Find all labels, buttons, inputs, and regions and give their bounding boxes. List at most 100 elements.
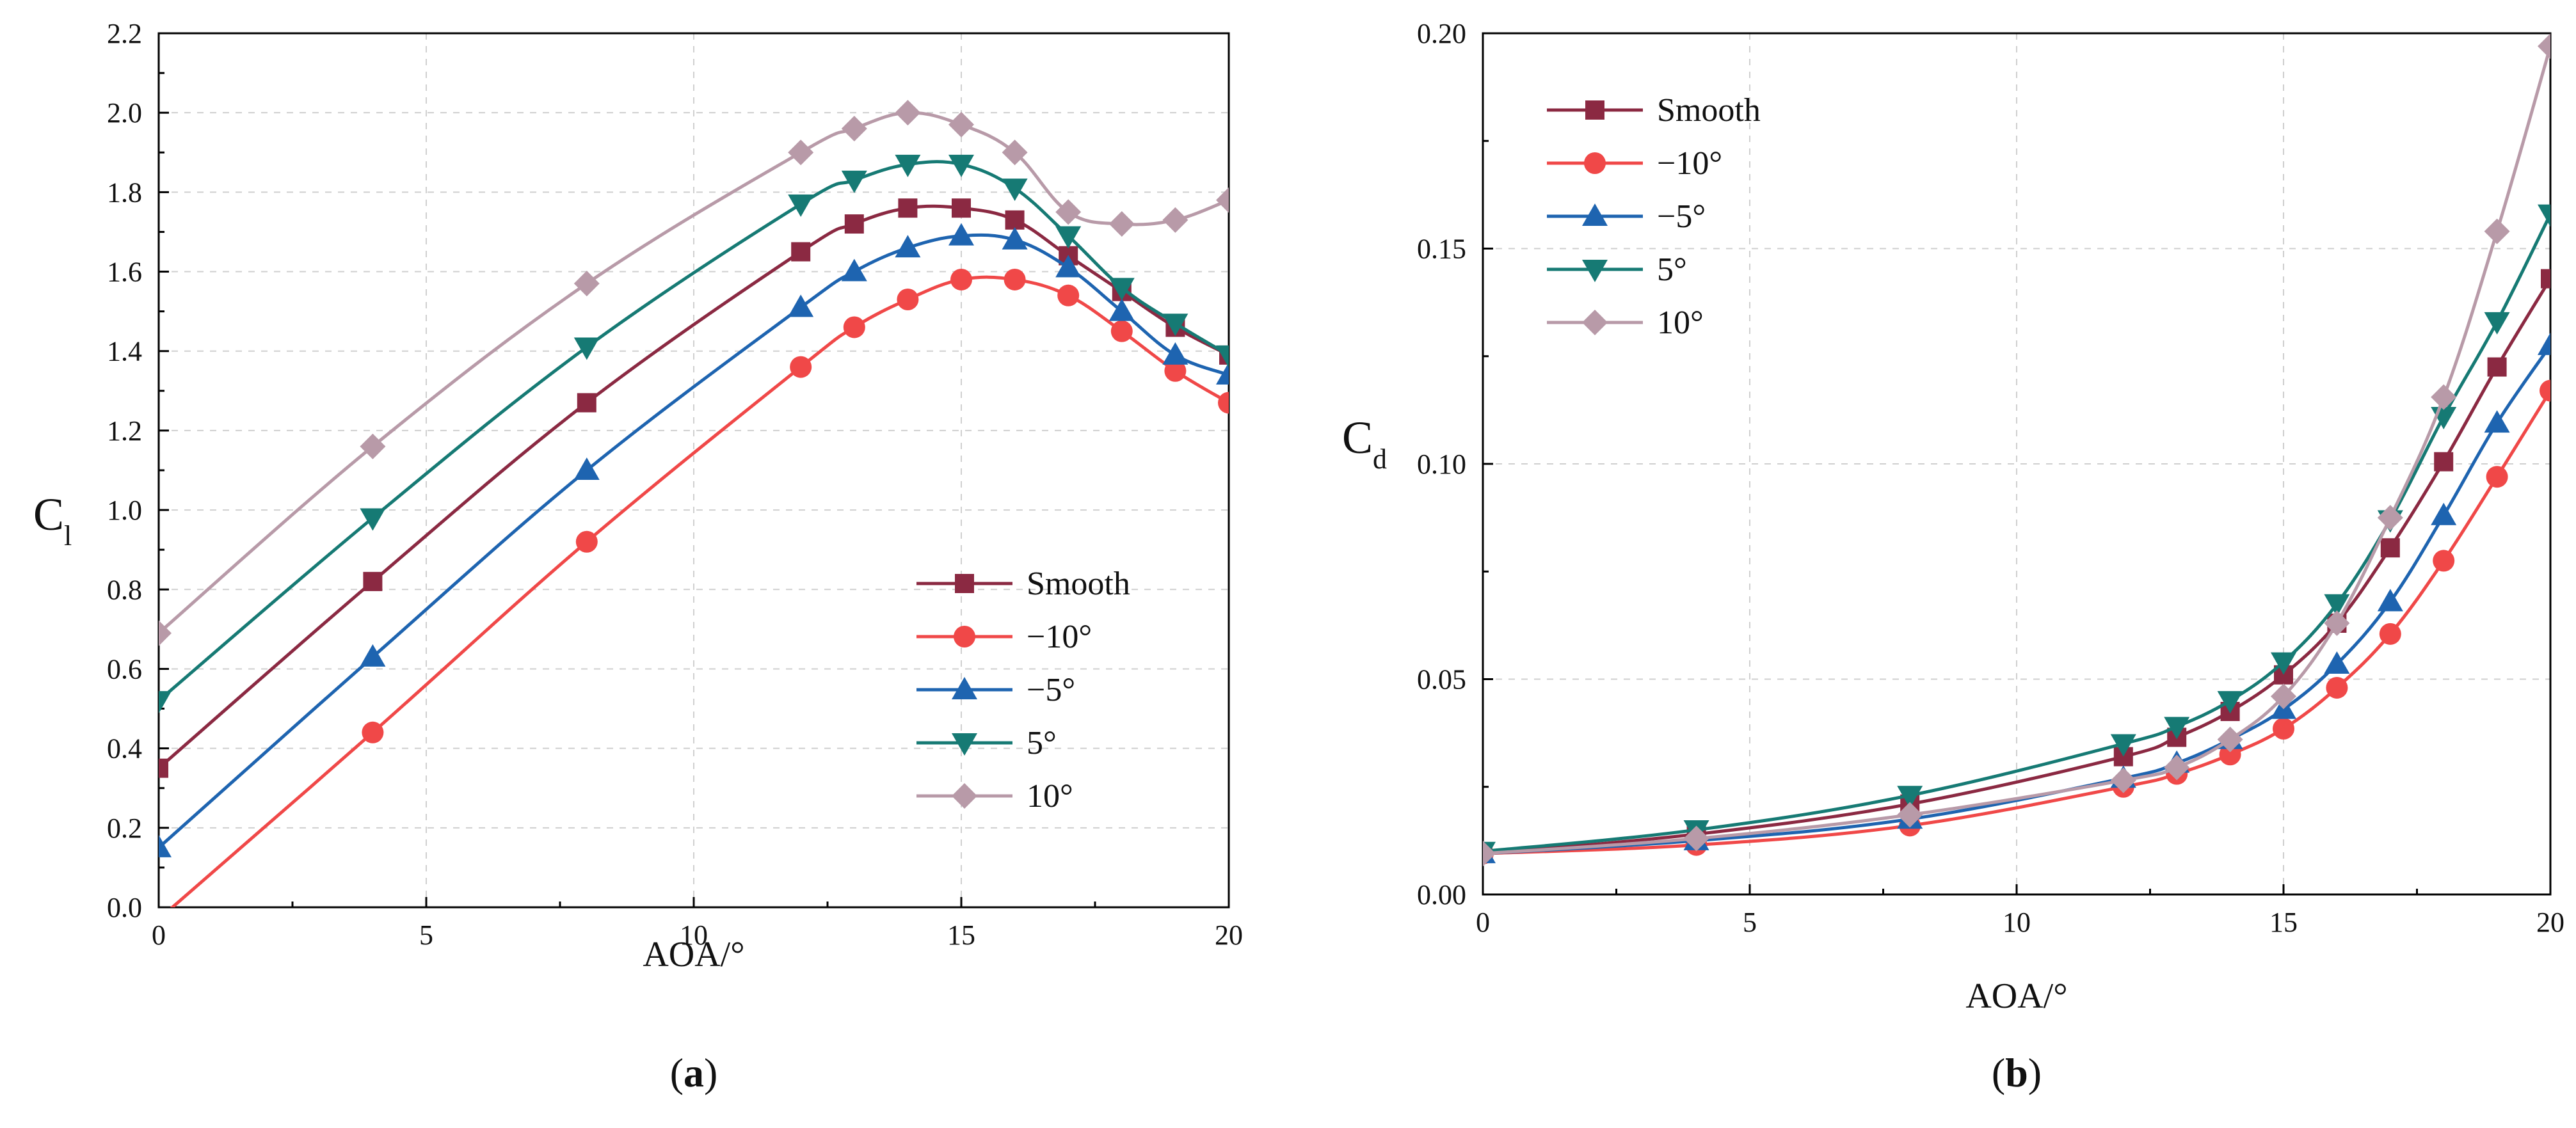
data-point <box>2484 312 2510 335</box>
data-point <box>2380 538 2400 558</box>
legend-marker <box>955 574 974 593</box>
data-point <box>159 691 172 714</box>
y-tick-label: 0.20 <box>1417 18 1466 49</box>
data-point <box>2434 452 2454 472</box>
data-point <box>1162 314 1188 337</box>
legend-marker <box>954 626 975 647</box>
x-tick-label: 20 <box>1215 919 1243 951</box>
data-point <box>1108 278 1135 301</box>
data-point <box>952 198 971 218</box>
legend-marker <box>1584 152 1606 174</box>
legend-label: 5° <box>1657 251 1687 288</box>
y-tick-label: 1.0 <box>107 495 142 526</box>
data-point <box>1002 226 1028 250</box>
y-tick-label: 0.15 <box>1417 234 1466 265</box>
y-tick-label: 0.6 <box>107 653 142 685</box>
series-line-p10 <box>1483 44 2550 855</box>
legend-label: −5° <box>1657 198 1706 235</box>
data-point <box>1216 187 1229 213</box>
data-point <box>1108 211 1135 237</box>
data-point <box>1005 210 1025 230</box>
data-point <box>2538 204 2550 227</box>
data-point <box>1002 179 1028 202</box>
legend-label: 5° <box>1027 725 1057 761</box>
y-tick-label: 1.2 <box>107 415 142 447</box>
legend-label: −5° <box>1027 672 1075 708</box>
legend-marker <box>952 733 977 756</box>
data-point <box>2484 410 2510 433</box>
data-point <box>2484 218 2510 244</box>
y-tick-label: 0.05 <box>1417 664 1466 695</box>
data-point <box>2326 676 2348 699</box>
data-point <box>1216 361 1229 385</box>
data-point <box>1216 345 1229 368</box>
data-point <box>362 721 384 743</box>
panel-letter: a <box>684 1050 704 1095</box>
data-point <box>159 758 168 778</box>
data-point <box>2431 502 2457 525</box>
series-m10 <box>170 268 1229 907</box>
y-tick-label: 2.0 <box>107 97 142 129</box>
x-tick-label: 10 <box>2003 907 2031 938</box>
y-axis-title-subscript: d <box>1373 443 1387 475</box>
data-point <box>2541 269 2550 289</box>
series-p5 <box>159 154 1229 714</box>
data-point <box>895 100 921 126</box>
data-point <box>1483 841 1496 867</box>
legend-marker <box>952 783 977 809</box>
legend-marker <box>1582 310 1608 335</box>
data-point <box>1055 255 1082 278</box>
data-point <box>360 508 386 531</box>
data-point <box>950 268 972 290</box>
data-point <box>788 294 814 317</box>
y-axis-title: Cd <box>1342 412 1387 475</box>
legend-marker <box>1582 203 1608 226</box>
series-p10 <box>1483 33 2550 867</box>
y-tick-label: 1.4 <box>107 336 142 367</box>
legend-label: 10° <box>1657 305 1704 341</box>
data-point <box>2217 726 2243 752</box>
data-point <box>2219 743 2241 766</box>
y-tick-label: 0.00 <box>1417 879 1466 910</box>
y-tick-label: 0.4 <box>107 733 142 765</box>
legend: Smooth −10° −5° 5° 10° <box>916 566 1130 814</box>
y-tick-label: 1.6 <box>107 257 142 288</box>
data-point <box>159 834 172 857</box>
data-point <box>948 154 974 177</box>
x-tick-label: 15 <box>947 919 975 951</box>
data-point <box>2538 33 2550 60</box>
data-point <box>2540 379 2550 402</box>
y-tick-label: 0.8 <box>107 574 142 605</box>
data-point <box>2379 623 2401 645</box>
y-axis-title: Cl <box>33 489 72 552</box>
data-point <box>841 116 867 142</box>
series-m5 <box>159 223 1229 857</box>
data-point <box>2324 610 2350 637</box>
data-point <box>159 620 172 646</box>
x-tick-label: 0 <box>152 919 166 951</box>
chart-panel-b: 0 5 10 15 20 0.00 0.05 0.10 0.15 0.20 AOA/° Cd (b) Sm… <box>1342 18 2564 1095</box>
data-point <box>2217 691 2243 714</box>
data-point <box>1055 199 1082 225</box>
panel-letter: b <box>2005 1050 2028 1095</box>
data-point <box>2433 550 2455 572</box>
data-point <box>843 316 865 338</box>
data-point <box>1164 360 1187 382</box>
data-point <box>360 433 386 459</box>
panel-label: (b) <box>1992 1050 2042 1095</box>
series-group <box>159 100 1229 907</box>
legend-label: 10° <box>1027 778 1073 814</box>
legend-label: −10° <box>1027 619 1092 655</box>
x-tick-label: 15 <box>2269 907 2298 938</box>
data-point <box>1108 298 1135 321</box>
data-point <box>791 242 811 262</box>
data-point <box>844 214 864 234</box>
data-point <box>2273 717 2294 740</box>
legend-label: Smooth <box>1027 566 1130 602</box>
data-point <box>2377 505 2403 531</box>
data-point <box>2110 734 2136 757</box>
data-point <box>2486 466 2508 488</box>
x-tick-label: 10 <box>680 919 708 951</box>
data-point <box>897 289 919 311</box>
data-point <box>360 644 386 667</box>
